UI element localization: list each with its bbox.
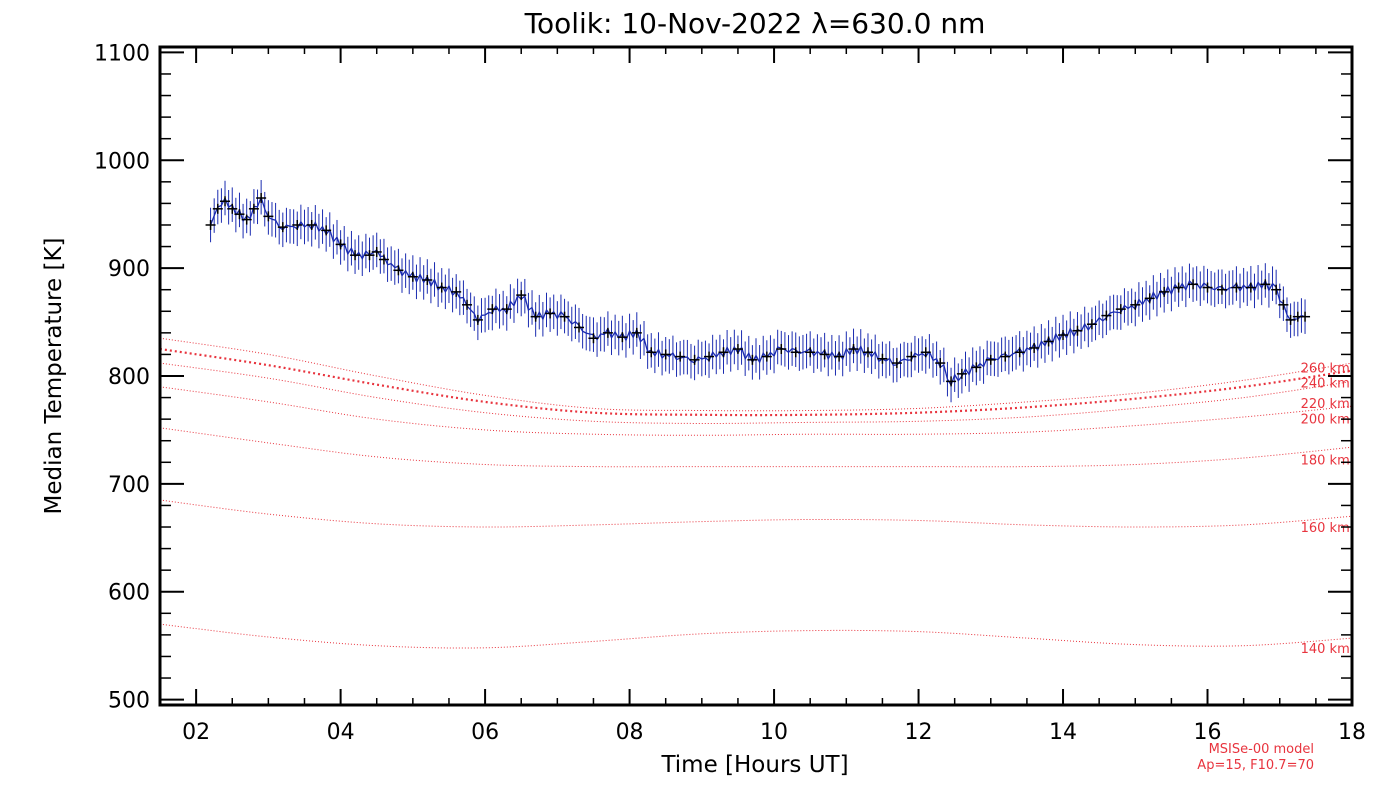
- model-label: 200 km: [1301, 412, 1350, 427]
- x-tick-label: 06: [471, 720, 499, 745]
- measured-line: [209, 195, 1306, 387]
- x-tick-label: 02: [182, 720, 210, 745]
- model-curve-240km: [159, 347, 1353, 417]
- model-label: 260 km: [1301, 362, 1350, 377]
- model-note-line-1: MSISe-00 model: [1209, 742, 1314, 757]
- x-tick-label: 10: [760, 720, 788, 745]
- x-tick-label: 16: [1194, 720, 1222, 745]
- measured-series: [205, 179, 1311, 403]
- model-curve-140km: [159, 623, 1353, 649]
- model-curve-260km: [159, 337, 1353, 412]
- x-axis-label: Time [Hours UT]: [660, 752, 848, 778]
- y-tick-label: 900: [108, 257, 150, 282]
- axis-ticks: [160, 47, 1353, 705]
- tick-labels: 02 04 06 08 10 12 14 16 18 500 600 700 800 900 1000 110…: [94, 41, 1366, 745]
- y-tick-label: 1000: [94, 149, 150, 174]
- model-label: 220 km: [1301, 397, 1350, 412]
- x-tick-label: 08: [616, 720, 644, 745]
- model-label: 180 km: [1301, 453, 1350, 468]
- y-tick-label: 600: [108, 581, 150, 606]
- x-tick-label: 04: [327, 720, 355, 745]
- model-label: 160 km: [1301, 521, 1350, 536]
- model-curves: [159, 337, 1353, 649]
- y-tick-label: 500: [108, 689, 150, 714]
- model-curve-220km: [159, 362, 1353, 425]
- model-curve-160km: [159, 499, 1353, 528]
- plot-frame: [158, 45, 1354, 707]
- model-note-line-2: Ap=15, F10.7=70: [1197, 758, 1314, 773]
- model-label: 140 km: [1301, 642, 1350, 657]
- model-curve-200km: [159, 386, 1353, 436]
- y-tick-label: 800: [108, 365, 150, 390]
- chart-title: Toolik: 10-Nov-2022 λ=630.0 nm: [524, 7, 986, 40]
- model-label: 240 km: [1301, 376, 1350, 391]
- y-tick-label: 700: [108, 473, 150, 498]
- model-curve-180km: [159, 427, 1353, 468]
- y-tick-label: 1100: [94, 41, 150, 66]
- x-tick-label: 14: [1049, 720, 1077, 745]
- x-tick-label: 12: [905, 720, 933, 745]
- y-axis-label: Median Temperature [K]: [41, 238, 67, 515]
- x-tick-label: 18: [1338, 720, 1366, 745]
